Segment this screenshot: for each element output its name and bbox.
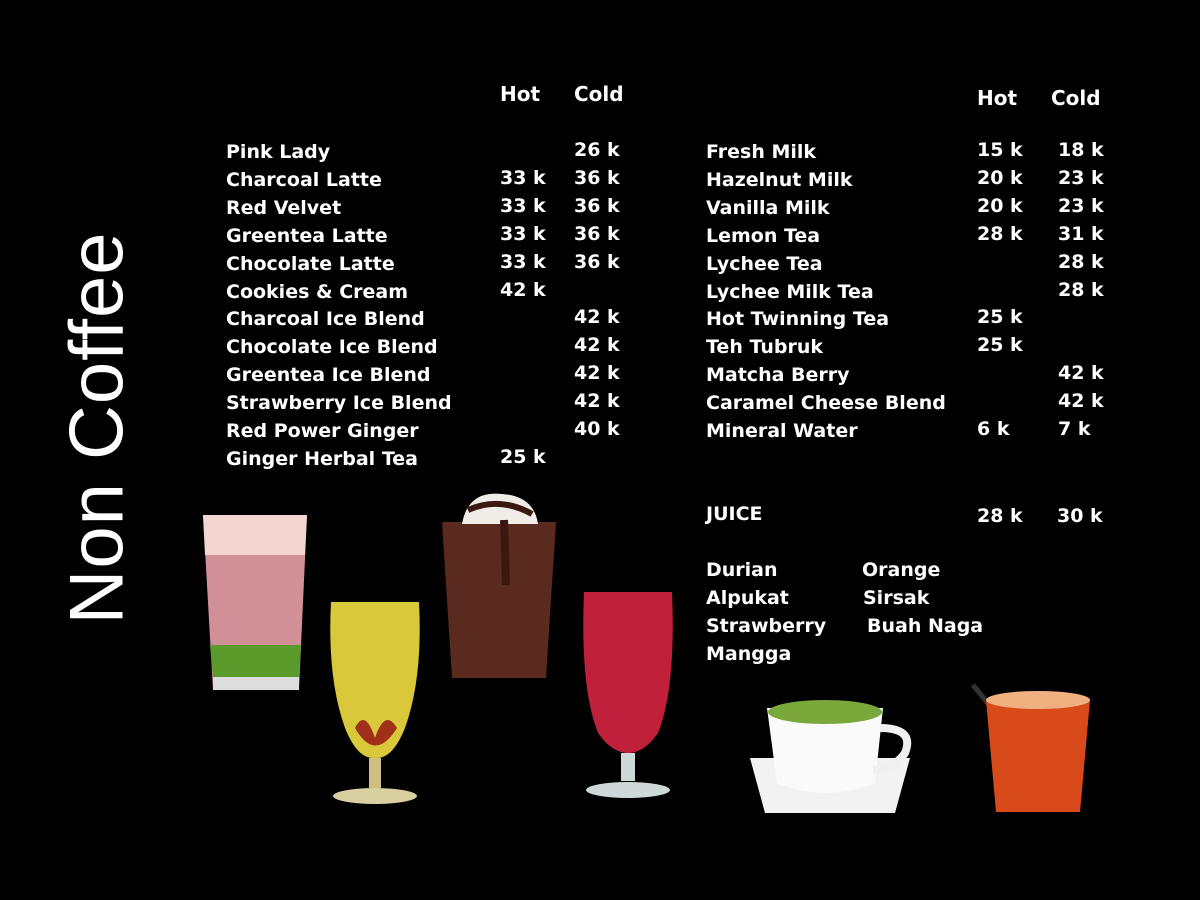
menu-item-hot-price: 28 k bbox=[977, 222, 1023, 245]
menu-item-cold-price: 28 k bbox=[1058, 278, 1104, 301]
menu-item-cold-price: 36 k bbox=[574, 194, 620, 217]
menu-item-name: Lychee Milk Tea bbox=[706, 280, 874, 303]
menu-item-hot-price: 25 k bbox=[977, 306, 1023, 329]
menu-item-name: Hot Twinning Tea bbox=[706, 308, 890, 331]
menu-item-name: Greentea Ice Blend bbox=[226, 364, 431, 387]
matcha-cup-image bbox=[750, 700, 912, 813]
menu-item-hot-price: 15 k bbox=[977, 139, 1023, 161]
menu-item-name: Red Power Ginger bbox=[226, 420, 419, 442]
menu-item-cold-price: 23 k bbox=[1058, 166, 1104, 189]
juice-flavor: Buah Naga bbox=[867, 615, 984, 637]
menu-item-cold-price: 28 k bbox=[1058, 250, 1104, 273]
iced-tea-image bbox=[971, 683, 1090, 812]
right-cold-header: Cold bbox=[1051, 86, 1101, 110]
menu-item-name: Strawberry Ice Blend bbox=[226, 392, 452, 415]
juice-flavor: Sirsak bbox=[863, 587, 930, 609]
menu-item-cold-price: 42 k bbox=[1058, 390, 1104, 413]
menu-item-cold-price: 42 k bbox=[574, 306, 620, 329]
menu-item-cold-price: 42 k bbox=[574, 362, 620, 385]
menu-item-name: Chocolate Latte bbox=[226, 252, 395, 275]
menu-item-name: Red Velvet bbox=[226, 196, 342, 219]
menu-item-hot-price: 33 k bbox=[500, 194, 546, 217]
left-cold-header: Cold bbox=[574, 82, 624, 106]
menu-item-cold-price: 40 k bbox=[574, 418, 620, 440]
menu-item-hot-price: 20 k bbox=[977, 166, 1023, 189]
left-hot-header: Hot bbox=[500, 82, 541, 106]
menu-item-hot-price: 6 k bbox=[977, 418, 1010, 440]
juice-hot-price: 28 k bbox=[977, 505, 1023, 527]
juice-flavor: Orange bbox=[862, 559, 941, 581]
menu-item-cold-price: 7 k bbox=[1058, 418, 1091, 440]
menu-title: Non Coffee bbox=[54, 231, 140, 625]
menu-item-name: Hazelnut Milk bbox=[706, 168, 853, 191]
menu-item-name: Greentea Latte bbox=[226, 224, 388, 247]
menu-item-cold-price: 26 k bbox=[574, 139, 620, 161]
menu-item-name: Cookies & Cream bbox=[226, 280, 409, 303]
menu-item-cold-price: 23 k bbox=[1058, 194, 1104, 217]
juice-flavor: Mangga bbox=[706, 643, 792, 665]
menu-item-name: Pink Lady bbox=[226, 141, 331, 163]
menu-item-cold-price: 42 k bbox=[574, 334, 620, 357]
juice-cold-price: 30 k bbox=[1057, 505, 1103, 527]
menu-item-name: Vanilla Milk bbox=[706, 196, 830, 219]
menu-item-name: Chocolate Ice Blend bbox=[226, 336, 438, 359]
pink-layered-drink-image bbox=[203, 515, 307, 690]
menu-item-hot-price: 33 k bbox=[500, 250, 546, 273]
menu-item-name: Charcoal Latte bbox=[226, 168, 382, 191]
menu-item-cold-price: 36 k bbox=[574, 250, 620, 273]
chocolate-drink-image bbox=[442, 493, 556, 678]
menu-item-name: Teh Tubruk bbox=[706, 336, 823, 359]
menu-item-name: Mineral Water bbox=[706, 420, 858, 442]
right-hot-header: Hot bbox=[977, 86, 1018, 110]
menu-item-name: Charcoal Ice Blend bbox=[226, 308, 425, 331]
menu-item-cold-price: 36 k bbox=[574, 222, 620, 245]
menu-item-name: Ginger Herbal Tea bbox=[226, 447, 418, 470]
juice-flavor: Alpukat bbox=[706, 587, 789, 609]
menu-item-cold-price: 18 k bbox=[1058, 139, 1104, 161]
menu-item-hot-price: 42 k bbox=[500, 278, 546, 301]
menu-item-cold-price: 42 k bbox=[574, 390, 620, 413]
menu-item-cold-price: 36 k bbox=[574, 166, 620, 189]
menu-item-hot-price: 33 k bbox=[500, 222, 546, 245]
juice-label: JUICE bbox=[706, 503, 763, 525]
menu-item-cold-price: 31 k bbox=[1058, 222, 1104, 245]
menu-item-name: Lychee Tea bbox=[706, 252, 823, 275]
menu-item-cold-price: 42 k bbox=[1058, 362, 1104, 385]
menu-item-name: Lemon Tea bbox=[706, 224, 821, 247]
menu-item-name: Fresh Milk bbox=[706, 141, 817, 163]
juice-flavor: Strawberry bbox=[706, 615, 827, 637]
juice-flavor: Durian bbox=[706, 559, 778, 581]
menu-item-hot-price: 33 k bbox=[500, 166, 546, 189]
menu-item-hot-price: 20 k bbox=[977, 194, 1023, 217]
red-juice-image bbox=[583, 592, 673, 798]
menu-item-hot-price: 25 k bbox=[500, 445, 546, 468]
menu-item-name: Matcha Berry bbox=[706, 364, 850, 387]
mango-drink-image bbox=[330, 602, 420, 804]
menu-item-name: Caramel Cheese Blend bbox=[706, 392, 946, 415]
menu-item-hot-price: 25 k bbox=[977, 334, 1023, 357]
